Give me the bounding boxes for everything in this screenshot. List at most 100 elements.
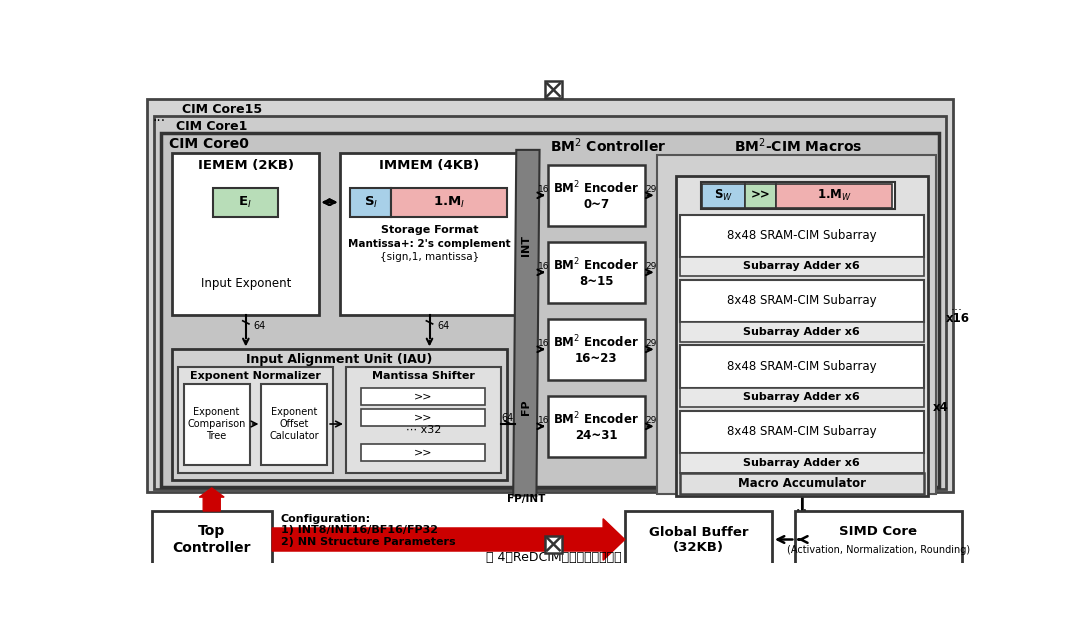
Text: >>: >> <box>414 391 433 401</box>
Text: S$_W$: S$_W$ <box>714 188 732 203</box>
Text: BM$^2$ Encoder
0~7: BM$^2$ Encoder 0~7 <box>553 180 639 211</box>
Text: 16: 16 <box>538 263 549 272</box>
Bar <box>161 133 939 487</box>
Text: 16: 16 <box>538 417 549 425</box>
Text: E$_I$: E$_I$ <box>239 195 252 210</box>
Text: >>: >> <box>414 448 433 458</box>
Text: >>: >> <box>414 412 433 422</box>
Text: CIM Core0: CIM Core0 <box>170 137 249 151</box>
Text: Top
Controller: Top Controller <box>173 524 251 555</box>
Text: 1.M$_W$: 1.M$_W$ <box>816 188 851 203</box>
Text: Subarray Adder x6: Subarray Adder x6 <box>743 261 860 271</box>
Text: 16: 16 <box>538 185 549 194</box>
Text: {sign,1, mantissa}: {sign,1, mantissa} <box>380 252 480 262</box>
Text: >>: >> <box>751 189 770 202</box>
Bar <box>548 242 645 303</box>
Text: 8x48 SRAM-CIM Subarray: 8x48 SRAM-CIM Subarray <box>727 294 876 307</box>
Text: x16: x16 <box>946 312 970 325</box>
Bar <box>657 155 935 494</box>
Text: BM$^2$ Controller: BM$^2$ Controller <box>550 136 666 154</box>
Text: 图 4：ReDCIM芯片的整体架构。: 图 4：ReDCIM芯片的整体架构。 <box>486 551 621 564</box>
Text: 64: 64 <box>254 321 266 331</box>
Bar <box>545 536 562 553</box>
Text: Subarray Adder x6: Subarray Adder x6 <box>743 392 860 402</box>
Text: BM$^2$-CIM Macros: BM$^2$-CIM Macros <box>733 136 862 154</box>
Text: Input Exponent: Input Exponent <box>201 277 291 291</box>
Bar <box>679 280 924 322</box>
Text: 64: 64 <box>437 321 449 331</box>
Bar <box>548 165 645 226</box>
Bar <box>625 511 772 569</box>
Bar <box>679 472 924 494</box>
Text: FP/INT: FP/INT <box>508 494 545 505</box>
Bar <box>391 187 507 217</box>
FancyArrow shape <box>200 488 225 511</box>
Bar <box>679 257 924 276</box>
Text: 29: 29 <box>646 417 657 425</box>
Bar <box>702 184 745 208</box>
Bar <box>362 408 485 425</box>
Text: 1) INT8/INT16/BF16/FP32: 1) INT8/INT16/BF16/FP32 <box>281 525 437 536</box>
Text: Input Alignment Unit (IAU): Input Alignment Unit (IAU) <box>246 353 433 366</box>
Bar <box>213 187 279 217</box>
Bar <box>701 182 894 209</box>
Text: Exponent Normalizer: Exponent Normalizer <box>190 372 322 381</box>
Polygon shape <box>513 150 540 496</box>
Bar <box>745 184 775 208</box>
Text: Global Buffer
(32KB): Global Buffer (32KB) <box>649 525 748 553</box>
Bar <box>676 176 928 496</box>
Text: ⋯ x32: ⋯ x32 <box>406 425 441 435</box>
Text: SIMD Core: SIMD Core <box>839 525 917 538</box>
Text: Subarray Adder x6: Subarray Adder x6 <box>743 458 860 468</box>
Bar <box>153 116 946 489</box>
Text: 29: 29 <box>646 339 657 348</box>
Text: ...: ... <box>950 301 962 313</box>
Bar <box>795 511 962 569</box>
Text: IMMEM (4KB): IMMEM (4KB) <box>379 159 480 172</box>
Bar <box>679 215 924 257</box>
Bar <box>679 388 924 407</box>
Text: Mantissa+: 2's complement: Mantissa+: 2's complement <box>348 239 511 249</box>
Text: ...: ... <box>153 110 166 124</box>
Text: Configuration:: Configuration: <box>281 514 370 523</box>
Text: Subarray Adder x6: Subarray Adder x6 <box>743 327 860 337</box>
Text: 29: 29 <box>646 263 657 272</box>
Bar <box>178 367 334 473</box>
Text: CIM Core15: CIM Core15 <box>181 103 261 116</box>
Bar <box>184 384 249 465</box>
Bar <box>147 99 953 492</box>
Bar <box>340 153 518 315</box>
Bar <box>669 168 923 482</box>
Bar <box>261 384 327 465</box>
Text: 8x48 SRAM-CIM Subarray: 8x48 SRAM-CIM Subarray <box>727 360 876 373</box>
Text: INT: INT <box>522 235 531 256</box>
Text: (Activation, Normalization, Rounding): (Activation, Normalization, Rounding) <box>786 544 970 555</box>
Bar <box>362 444 485 461</box>
Text: 8x48 SRAM-CIM Subarray: 8x48 SRAM-CIM Subarray <box>727 425 876 438</box>
Bar <box>545 82 562 98</box>
Bar <box>152 511 272 569</box>
Text: Exponent
Offset
Calculator: Exponent Offset Calculator <box>269 408 319 441</box>
Text: 2) NN Structure Parameters: 2) NN Structure Parameters <box>281 537 456 547</box>
Bar <box>663 161 930 488</box>
Bar <box>172 349 507 480</box>
Text: 16: 16 <box>538 339 549 348</box>
Text: 1.M$_I$: 1.M$_I$ <box>433 195 464 210</box>
Text: BM$^2$ Encoder
24~31: BM$^2$ Encoder 24~31 <box>553 411 639 442</box>
Text: Mantissa Shifter: Mantissa Shifter <box>372 372 475 381</box>
Bar <box>679 411 924 453</box>
Bar <box>346 367 501 473</box>
Bar <box>679 346 924 388</box>
Text: BM$^2$ Encoder
16~23: BM$^2$ Encoder 16~23 <box>553 334 639 365</box>
Text: S$_I$: S$_I$ <box>364 195 378 210</box>
Text: Exponent
Comparison
Tree: Exponent Comparison Tree <box>187 408 245 441</box>
Bar <box>350 187 391 217</box>
Bar <box>679 453 924 472</box>
Text: Macro Accumulator: Macro Accumulator <box>738 477 865 490</box>
Bar <box>362 388 485 404</box>
Text: 8x48 SRAM-CIM Subarray: 8x48 SRAM-CIM Subarray <box>727 229 876 242</box>
Bar <box>675 173 917 475</box>
Bar <box>548 318 645 380</box>
Polygon shape <box>272 518 625 560</box>
Text: CIM Core1: CIM Core1 <box>176 120 247 134</box>
